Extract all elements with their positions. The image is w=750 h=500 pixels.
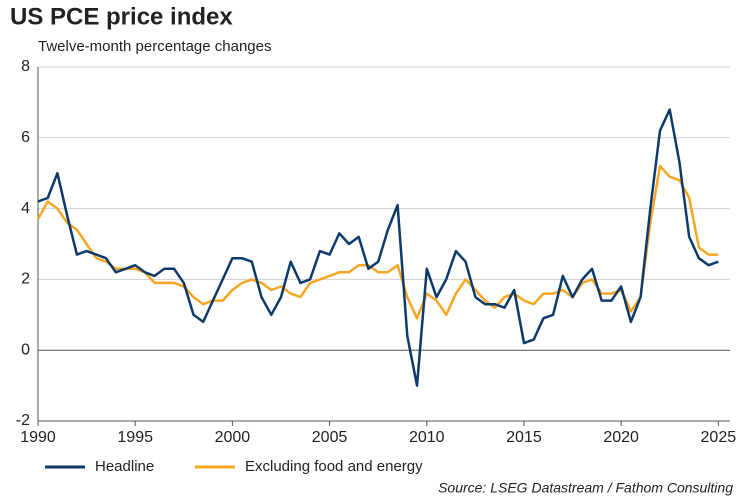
x-tick-label: 1990: [20, 429, 56, 446]
source: Source: LSEG Datastream / Fathom Consult…: [438, 480, 733, 496]
x-tick-label: 2010: [409, 429, 445, 446]
y-tick-label: 0: [21, 341, 30, 358]
series-line: [37, 108, 719, 387]
x-tick-label: 2015: [506, 429, 542, 446]
x-tick-label: 2020: [603, 429, 639, 446]
y-tick-label: 8: [21, 58, 30, 75]
chart-title: US PCE price index: [10, 3, 233, 30]
x-tick-label: 1995: [117, 429, 153, 446]
x-tick-label: 2005: [312, 429, 348, 446]
chart-subtitle: Twelve-month percentage changes: [38, 38, 271, 55]
y-tick-label: -2: [16, 412, 30, 429]
x-tick-label: 2025: [701, 429, 737, 446]
y-tick-label: 4: [21, 200, 30, 217]
series-line: [36, 164, 719, 320]
y-tick-label: 2: [21, 271, 30, 288]
y-tick-label: 6: [21, 129, 30, 146]
legend-label: Excluding food and energy: [245, 458, 423, 475]
legend-label: Headline: [95, 458, 154, 475]
x-tick-label: 2000: [215, 429, 251, 446]
